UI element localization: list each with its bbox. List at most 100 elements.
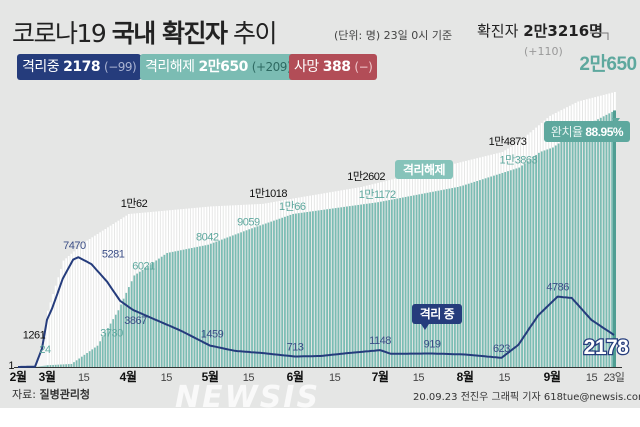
released-bar [329, 208, 331, 367]
released-bar [470, 182, 473, 367]
released-bar [160, 256, 163, 367]
released-bar [264, 223, 267, 367]
released-bar [351, 205, 354, 367]
released-bar [94, 347, 96, 367]
released-bar [275, 219, 278, 367]
confirmed-bar [47, 310, 49, 367]
released-bar [237, 233, 240, 367]
released-bar [306, 211, 309, 367]
released-bar [54, 364, 57, 367]
confirmed-bar [65, 258, 67, 367]
released-bar [523, 163, 526, 367]
confirmed-data-label: 1만1018 [249, 187, 287, 200]
released-bar [218, 240, 221, 367]
total-bracket [590, 32, 609, 40]
released-bar [166, 252, 169, 367]
released-bar [83, 354, 86, 367]
isolated-data-label: 919 [424, 338, 441, 350]
x-tick-label: 8월 [457, 369, 474, 384]
released-data-label: 9059 [237, 216, 260, 228]
released-bar [560, 141, 563, 367]
released-bar [557, 143, 560, 367]
latest-released-bar [613, 110, 616, 367]
released-bar [130, 281, 133, 367]
released-bar [210, 243, 212, 367]
released-bar [448, 188, 451, 367]
chart-title: 코로나19 국내 확진자 추이 [12, 19, 277, 48]
released-bar [554, 145, 557, 367]
released-bar [357, 204, 360, 367]
released-bar [415, 194, 418, 367]
released-bar [363, 204, 365, 367]
released-bar [52, 364, 54, 367]
confirmed-bar [117, 220, 120, 367]
released-bar [141, 269, 144, 367]
released-bar [136, 273, 138, 367]
x-tick-label: 23일 [604, 370, 625, 384]
released-bar [360, 204, 363, 367]
released-bar [456, 187, 459, 367]
confirmed-bar [86, 240, 88, 367]
released-bar [262, 224, 264, 367]
released-data-label: 1만66 [279, 200, 306, 213]
released-bar [78, 358, 81, 367]
confirmed-bar [67, 255, 70, 367]
x-tick-label: 9월 [544, 369, 561, 384]
released-bar [38, 366, 39, 367]
confirmed-bar [49, 302, 52, 367]
released-bar [365, 203, 368, 367]
released-bar [292, 213, 295, 367]
recovery-rate-callout-bg [544, 121, 630, 142]
released-bar [537, 152, 540, 367]
confirmed-bar [88, 238, 91, 367]
released-bar [388, 200, 391, 367]
released-bar [45, 365, 46, 367]
released-bar [563, 139, 566, 367]
released-bar [46, 365, 47, 367]
x-tick-label: 15 [329, 372, 341, 384]
released-bar [467, 183, 470, 367]
released-bar [152, 262, 155, 367]
released-bar [343, 206, 346, 367]
released-bar [125, 292, 128, 367]
confirmed-bar [80, 244, 83, 367]
confirmed-bar [70, 253, 73, 367]
released-bar [323, 209, 326, 367]
released-bar [149, 264, 152, 367]
released-bar [284, 216, 286, 367]
released-bar [437, 190, 440, 367]
released-bar [57, 364, 60, 367]
released-bar [404, 196, 407, 367]
released-bar [207, 244, 210, 367]
released-bar [253, 227, 256, 367]
released-tag-bg [395, 160, 453, 179]
released-bar [138, 271, 141, 367]
released-bar [104, 332, 107, 367]
released-bar [594, 120, 597, 368]
released-bar [396, 198, 399, 367]
released-bar [80, 356, 83, 367]
released-bar [49, 365, 52, 367]
confirmed-bar [54, 285, 57, 367]
released-bar [451, 188, 454, 367]
released-bar [385, 200, 388, 367]
confirmed-bar [39, 353, 40, 367]
released-bar [185, 249, 188, 367]
released-bar [174, 251, 177, 367]
released-bar [286, 215, 289, 367]
released-bar [484, 178, 487, 367]
released-bar [41, 366, 42, 367]
recovery-rate-callout: 완치율 88.95% [551, 125, 624, 139]
released-bar [465, 184, 467, 367]
released-bar [571, 133, 574, 367]
isolated-data-label: 4786 [546, 282, 569, 294]
released-bar [43, 365, 44, 367]
released-bar [169, 252, 171, 367]
released-bar [407, 196, 410, 367]
isolated-badge: 격리중 2178 (−99) [17, 54, 142, 80]
released-bar [99, 341, 101, 367]
released-bar [201, 245, 204, 367]
confirmed-bar [37, 360, 38, 367]
released-bar [75, 360, 78, 367]
newsis-logo-watermark: NEWSIS [175, 380, 321, 415]
